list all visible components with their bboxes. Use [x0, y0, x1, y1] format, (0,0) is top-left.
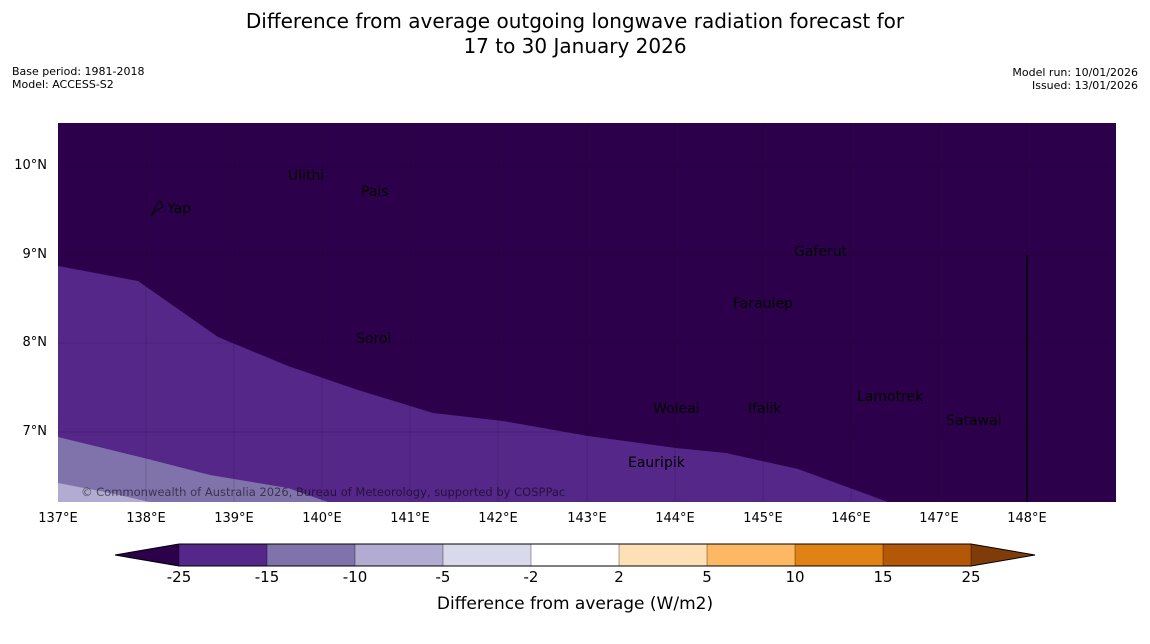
place-gaferut: Gaferut [794, 244, 848, 260]
colorbar-tick-minus15: -15 [254, 568, 280, 586]
copyright-text: © Commonwealth of Australia 2026, Bureau… [81, 485, 565, 499]
lat-label-10n: 10°N [14, 158, 47, 173]
colorbar [114, 543, 1036, 567]
colorbar-bin-2 [267, 544, 355, 566]
colorbar-outline [114, 543, 1036, 567]
lat-label-7n: 7°N [22, 424, 48, 439]
model-name: Model: ACCESS-S2 [12, 78, 114, 91]
colorbar-bin-3 [355, 544, 443, 566]
colorbar-bin-4 [443, 544, 531, 566]
title-line-2: 17 to 30 January 2026 [463, 34, 687, 58]
meta-left: Base period: 1981-2018 Model: ACCESS-S2 [12, 65, 144, 91]
lat-label-9n: 9°N [22, 247, 48, 262]
colorbar-bin-8 [795, 544, 883, 566]
meta-right: Model run: 10/01/2026 Issued: 13/01/2026 [1012, 66, 1138, 92]
lon-label-148e: 148°E [1007, 511, 1047, 526]
map-area: Ulithi Pais Yap Gaferut Faraulep Sorol W… [58, 123, 1116, 502]
colorbar-extend-below [115, 544, 179, 566]
region-minus15-to-minus10 [58, 437, 328, 502]
lon-label-138e: 138°E [126, 511, 166, 526]
chart-title: Difference from average outgoing longwav… [0, 9, 1150, 59]
region-minus10-to-minus5 [58, 483, 150, 502]
colorbar-title: Difference from average (W/m2) [436, 594, 714, 614]
place-woleai: Woleai [653, 401, 700, 417]
place-lamotrek: Lamotrek [857, 389, 924, 405]
lat-label-8n: 8°N [22, 335, 48, 350]
title-line-1: Difference from average outgoing longwav… [245, 9, 905, 33]
colorbar-bin-6 [619, 544, 707, 566]
place-ifalik: Ifalik [748, 401, 782, 417]
place-pais: Pais [361, 184, 389, 200]
place-yap: Yap [166, 201, 191, 217]
lon-label-139e: 139°E [214, 511, 254, 526]
lon-label-145e: 145°E [743, 511, 783, 526]
lon-label-143e: 143°E [567, 511, 607, 526]
issued-date: Issued: 13/01/2026 [1031, 79, 1138, 92]
colorbar-tick-15: 15 [873, 568, 893, 586]
place-ulithi: Ulithi [288, 168, 324, 184]
lon-label-137e: 137°E [38, 511, 78, 526]
colorbar-dividers [178, 544, 972, 566]
place-faraulep: Faraulep [733, 296, 793, 312]
place-satawal: Satawal [946, 413, 1001, 429]
yap-island-outline [150, 198, 164, 217]
colorbar-bin-1 [179, 544, 267, 566]
place-labels: Ulithi Pais Yap Gaferut Faraulep Sorol W… [166, 168, 1001, 471]
base-period: Base period: 1981-2018 [12, 65, 145, 78]
lon-label-147e: 147°E [919, 511, 959, 526]
colorbar-tick-minus25: -25 [166, 568, 192, 586]
region-minus25-to-minus15 [58, 266, 888, 502]
gridlines [58, 123, 1116, 502]
lon-label-144e: 144°E [655, 511, 695, 526]
lon-label-142e: 142°E [478, 511, 518, 526]
colorbar-tick-minus5: -5 [435, 568, 451, 586]
colorbar-bin-9 [883, 544, 971, 566]
place-sorol: Sorol [356, 331, 391, 347]
model-run: Model run: 10/01/2026 [1012, 66, 1138, 79]
lon-label-146e: 146°E [831, 511, 871, 526]
colorbar-bin-7 [707, 544, 795, 566]
lon-label-141e: 141°E [390, 511, 430, 526]
colorbar-tick-2: 2 [614, 568, 624, 586]
colorbar-tick-5: 5 [702, 568, 712, 586]
lon-label-140e: 140°E [302, 511, 342, 526]
colorbar-extend-above [971, 544, 1035, 566]
colorbar-bin-5 [531, 544, 619, 566]
colorbar-tick-25: 25 [961, 568, 981, 586]
colorbar-tick-minus10: -10 [342, 568, 368, 586]
colorbar-tick-10: 10 [785, 568, 805, 586]
colorbar-tick-minus2: -2 [523, 568, 539, 586]
place-eauripik: Eauripik [628, 455, 686, 471]
